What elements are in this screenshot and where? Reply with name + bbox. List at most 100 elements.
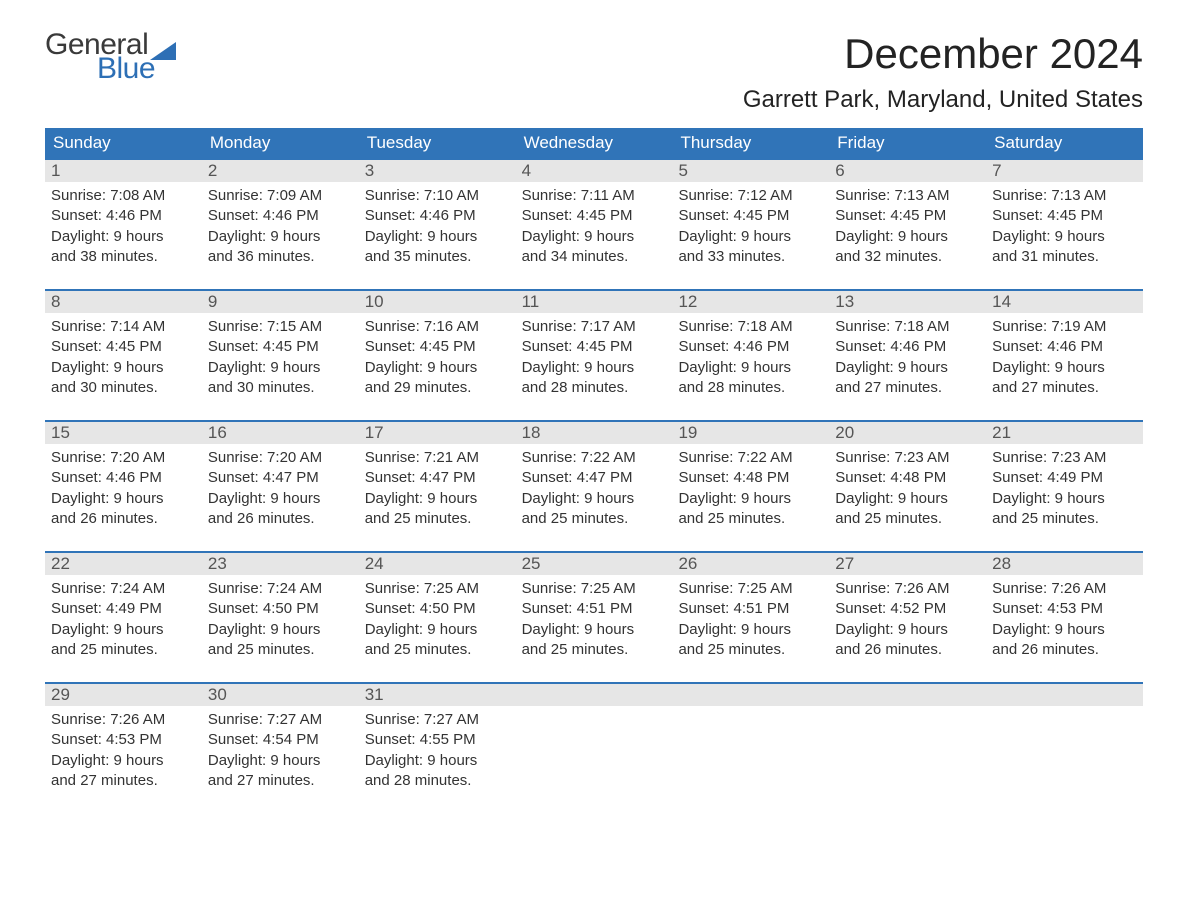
- day-number: 2: [202, 160, 359, 182]
- daylight-text-2: and 26 minutes.: [835, 640, 980, 660]
- sunrise-text: Sunrise: 7:15 AM: [208, 317, 353, 337]
- daylight-text-1: Daylight: 9 hours: [365, 620, 510, 640]
- daylight-text-2: and 25 minutes.: [678, 640, 823, 660]
- daylight-text-2: and 30 minutes.: [208, 378, 353, 398]
- day-number: 13: [829, 291, 986, 313]
- day-number: 22: [45, 553, 202, 575]
- sunset-text: Sunset: 4:46 PM: [51, 468, 196, 488]
- sunset-text: Sunset: 4:55 PM: [365, 730, 510, 750]
- daylight-text-1: Daylight: 9 hours: [365, 358, 510, 378]
- day-cell: Sunrise: 7:26 AMSunset: 4:53 PMDaylight:…: [986, 575, 1143, 668]
- sunrise-text: Sunrise: 7:18 AM: [835, 317, 980, 337]
- day-cell: Sunrise: 7:25 AMSunset: 4:51 PMDaylight:…: [672, 575, 829, 668]
- sunset-text: Sunset: 4:50 PM: [365, 599, 510, 619]
- location-subtitle: Garrett Park, Maryland, United States: [743, 86, 1143, 114]
- day-number: 31: [359, 684, 516, 706]
- sunrise-text: Sunrise: 7:09 AM: [208, 186, 353, 206]
- day-cell: Sunrise: 7:14 AMSunset: 4:45 PMDaylight:…: [45, 313, 202, 406]
- sunrise-text: Sunrise: 7:10 AM: [365, 186, 510, 206]
- sunrise-text: Sunrise: 7:19 AM: [992, 317, 1137, 337]
- daylight-text-1: Daylight: 9 hours: [208, 751, 353, 771]
- sunrise-text: Sunrise: 7:23 AM: [835, 448, 980, 468]
- day-number: 24: [359, 553, 516, 575]
- daylight-text-1: Daylight: 9 hours: [678, 358, 823, 378]
- sunrise-text: Sunrise: 7:14 AM: [51, 317, 196, 337]
- sunrise-text: Sunrise: 7:22 AM: [522, 448, 667, 468]
- daylight-text-1: Daylight: 9 hours: [208, 227, 353, 247]
- day-cell: Sunrise: 7:22 AMSunset: 4:47 PMDaylight:…: [516, 444, 673, 537]
- sunrise-text: Sunrise: 7:24 AM: [51, 579, 196, 599]
- sunset-text: Sunset: 4:53 PM: [51, 730, 196, 750]
- sunrise-text: Sunrise: 7:20 AM: [51, 448, 196, 468]
- daylight-text-1: Daylight: 9 hours: [208, 358, 353, 378]
- day-number: 3: [359, 160, 516, 182]
- day-cell: Sunrise: 7:11 AMSunset: 4:45 PMDaylight:…: [516, 182, 673, 275]
- day-cell: Sunrise: 7:23 AMSunset: 4:48 PMDaylight:…: [829, 444, 986, 537]
- sunrise-text: Sunrise: 7:27 AM: [365, 710, 510, 730]
- day-number: 16: [202, 422, 359, 444]
- day-cell: Sunrise: 7:27 AMSunset: 4:55 PMDaylight:…: [359, 706, 516, 799]
- day-number: 4: [516, 160, 673, 182]
- sunset-text: Sunset: 4:54 PM: [208, 730, 353, 750]
- day-cell: Sunrise: 7:19 AMSunset: 4:46 PMDaylight:…: [986, 313, 1143, 406]
- day-cell: Sunrise: 7:24 AMSunset: 4:50 PMDaylight:…: [202, 575, 359, 668]
- sunrise-text: Sunrise: 7:25 AM: [365, 579, 510, 599]
- day-number: 17: [359, 422, 516, 444]
- daylight-text-1: Daylight: 9 hours: [835, 620, 980, 640]
- day-header: Thursday: [672, 128, 829, 158]
- daylight-text-2: and 25 minutes.: [522, 509, 667, 529]
- day-number: 19: [672, 422, 829, 444]
- daylight-text-2: and 28 minutes.: [522, 378, 667, 398]
- daylight-text-2: and 26 minutes.: [51, 509, 196, 529]
- sunset-text: Sunset: 4:46 PM: [365, 206, 510, 226]
- sunrise-text: Sunrise: 7:27 AM: [208, 710, 353, 730]
- page-header: General Blue December 2024 Garrett Park,…: [45, 30, 1143, 114]
- daylight-text-2: and 30 minutes.: [51, 378, 196, 398]
- daylight-text-1: Daylight: 9 hours: [365, 751, 510, 771]
- daylight-text-1: Daylight: 9 hours: [835, 489, 980, 509]
- sunset-text: Sunset: 4:45 PM: [522, 206, 667, 226]
- sunrise-text: Sunrise: 7:25 AM: [678, 579, 823, 599]
- sunset-text: Sunset: 4:51 PM: [522, 599, 667, 619]
- sunrise-text: Sunrise: 7:21 AM: [365, 448, 510, 468]
- day-cell: Sunrise: 7:24 AMSunset: 4:49 PMDaylight:…: [45, 575, 202, 668]
- day-number-row: 293031: [45, 684, 1143, 706]
- day-number: 6: [829, 160, 986, 182]
- day-cell: Sunrise: 7:08 AMSunset: 4:46 PMDaylight:…: [45, 182, 202, 275]
- day-cell: Sunrise: 7:18 AMSunset: 4:46 PMDaylight:…: [829, 313, 986, 406]
- sunrise-text: Sunrise: 7:18 AM: [678, 317, 823, 337]
- sunset-text: Sunset: 4:52 PM: [835, 599, 980, 619]
- daylight-text-1: Daylight: 9 hours: [51, 620, 196, 640]
- day-number: 20: [829, 422, 986, 444]
- sunset-text: Sunset: 4:46 PM: [678, 337, 823, 357]
- daylight-text-2: and 25 minutes.: [992, 509, 1137, 529]
- sunset-text: Sunset: 4:48 PM: [835, 468, 980, 488]
- sunrise-text: Sunrise: 7:17 AM: [522, 317, 667, 337]
- day-number: 12: [672, 291, 829, 313]
- day-number: 27: [829, 553, 986, 575]
- daylight-text-1: Daylight: 9 hours: [51, 489, 196, 509]
- title-block: December 2024 Garrett Park, Maryland, Un…: [743, 30, 1143, 114]
- day-number: [829, 684, 986, 706]
- day-cell: Sunrise: 7:13 AMSunset: 4:45 PMDaylight:…: [829, 182, 986, 275]
- daylight-text-2: and 25 minutes.: [835, 509, 980, 529]
- day-number-row: 22232425262728: [45, 553, 1143, 575]
- daylight-text-1: Daylight: 9 hours: [992, 620, 1137, 640]
- day-cell: [672, 706, 829, 799]
- daylight-text-2: and 26 minutes.: [992, 640, 1137, 660]
- sunrise-text: Sunrise: 7:13 AM: [835, 186, 980, 206]
- daylight-text-2: and 27 minutes.: [835, 378, 980, 398]
- daylight-text-1: Daylight: 9 hours: [522, 358, 667, 378]
- daylight-text-1: Daylight: 9 hours: [208, 620, 353, 640]
- daylight-text-2: and 36 minutes.: [208, 247, 353, 267]
- daylight-text-1: Daylight: 9 hours: [522, 620, 667, 640]
- day-number: 7: [986, 160, 1143, 182]
- sunset-text: Sunset: 4:47 PM: [208, 468, 353, 488]
- week-cells: Sunrise: 7:08 AMSunset: 4:46 PMDaylight:…: [45, 182, 1143, 275]
- sunrise-text: Sunrise: 7:13 AM: [992, 186, 1137, 206]
- sunset-text: Sunset: 4:45 PM: [992, 206, 1137, 226]
- week-cells: Sunrise: 7:14 AMSunset: 4:45 PMDaylight:…: [45, 313, 1143, 406]
- day-number: 15: [45, 422, 202, 444]
- sunrise-text: Sunrise: 7:11 AM: [522, 186, 667, 206]
- sunset-text: Sunset: 4:45 PM: [835, 206, 980, 226]
